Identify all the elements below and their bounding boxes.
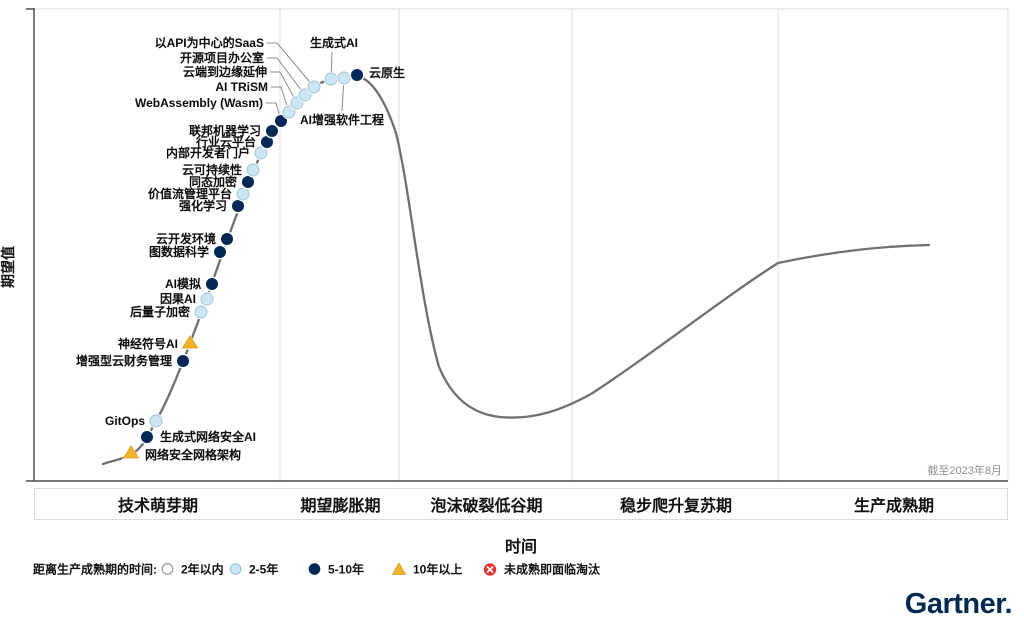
legend-circle-light-icon <box>229 563 242 576</box>
tech-label: 后量子加密 <box>129 305 190 319</box>
legend-item-label: 2-5年 <box>249 562 279 577</box>
legend-title: 距离生产成熟期的时间: <box>33 562 157 577</box>
gartner-logo: Gartner. <box>904 588 1013 620</box>
dot-light-marker <box>246 163 260 177</box>
legend-item: 2年以内 <box>161 561 224 578</box>
leader-line <box>267 57 306 96</box>
x-axis-title: 时间 <box>504 539 537 556</box>
tech-label: 同态加密 <box>188 175 237 189</box>
tech-label: 云端到边缘延伸 <box>182 65 267 79</box>
tech-label: AI TRiSM <box>215 80 268 94</box>
legend-triangle-icon <box>392 562 406 576</box>
dot-light-marker <box>149 414 163 428</box>
y-axis-title: 期望值 <box>0 246 16 288</box>
tech-label: 网络安全网格架构 <box>145 448 242 462</box>
tech-label: 云原生 <box>369 66 406 80</box>
dot-light-marker <box>236 187 250 201</box>
dot-light-marker <box>324 72 338 86</box>
dot-dark-marker <box>214 246 226 258</box>
phase-label: 泡沫破裂低谷期 <box>430 498 543 515</box>
tech-label: 云可持续性 <box>181 163 242 177</box>
legend-item: 未成熟即面临淘汰 <box>483 561 600 578</box>
tech-label: 价值流管理平台 <box>147 187 232 201</box>
dot-light-marker <box>254 146 268 160</box>
hype-curve <box>101 74 931 466</box>
tech-label: AI模拟 <box>164 277 201 291</box>
tech-label: 以API为中心的SaaS <box>154 36 264 50</box>
legend-item-label: 未成熟即面临淘汰 <box>504 562 601 577</box>
phase-label: 期望膨胀期 <box>300 498 381 515</box>
dot-dark-marker <box>242 176 254 188</box>
legend-circle-white-icon <box>161 563 174 576</box>
triangle-marker <box>181 335 199 349</box>
tech-label: 因果AI <box>159 292 196 306</box>
tech-label: 神经符号AI <box>117 337 178 351</box>
dot-light-marker <box>200 292 214 306</box>
dot-dark-marker <box>141 431 153 443</box>
dot-dark-marker <box>206 278 218 290</box>
tech-label: 行业云平台 <box>195 135 256 149</box>
leader-lines <box>266 42 345 122</box>
dot-dark-marker <box>275 115 287 127</box>
tech-label: GitOps <box>104 414 145 428</box>
tech-label: 云开发环境 <box>155 232 216 246</box>
phase-label: 稳步爬升复苏期 <box>619 498 733 515</box>
legend-item: 5-10年 <box>308 561 364 578</box>
phase-label: 生产成熟期 <box>853 498 935 515</box>
legend-item-label: 10年以上 <box>413 562 463 577</box>
legend-obsolete-icon <box>483 562 497 576</box>
legend-item: 2-5年 <box>229 561 278 578</box>
leader-line <box>267 42 315 88</box>
tech-label: WebAssembly (Wasm) <box>134 96 263 110</box>
tech-label: 联邦机器学习 <box>188 124 261 138</box>
dot-dark-marker <box>351 69 363 81</box>
tech-label: 内部开发者门户 <box>165 146 250 160</box>
dot-light-marker <box>194 305 208 319</box>
tech-label: 图数据科学 <box>148 245 209 259</box>
dot-dark-marker <box>221 233 233 245</box>
tech-label: AI增强软件工程 <box>299 113 385 127</box>
as-of-date: 截至2023年8月 <box>927 465 1002 477</box>
tech-label: 开源项目办公室 <box>179 51 264 65</box>
hype-curve-path <box>101 74 931 466</box>
dot-light-marker <box>282 105 296 119</box>
legend-item-label: 5-10年 <box>328 562 365 577</box>
triangle-marker <box>122 445 140 459</box>
tech-label: 增强型云财务管理 <box>75 354 172 368</box>
dot-dark-marker <box>261 136 273 148</box>
tech-label: 生成式AI <box>309 36 359 50</box>
chart-frame <box>26 8 1009 482</box>
tech-label: 生成式网络安全AI <box>160 430 257 444</box>
legend-circle-dark-icon <box>308 563 321 576</box>
phase-label: 技术萌芽期 <box>117 498 199 515</box>
dot-dark-marker <box>266 125 278 137</box>
dot-light-marker <box>337 71 351 85</box>
dot-dark-marker <box>232 200 244 212</box>
phase-band: 技术萌芽期 期望膨胀期 泡沫破裂低谷期 稳步爬升复苏期 生产成熟期 <box>34 488 1008 520</box>
legend-item-label: 2年以内 <box>181 562 224 577</box>
tech-label: 强化学习 <box>178 199 227 213</box>
legend-item: 10年以上 <box>392 561 462 578</box>
legend: 距离生产成熟期的时间: 2年以内 2-5年 5-10年 10年以上 未成熟即面临淘汰 <box>0 558 1024 580</box>
dot-light-marker <box>298 88 312 102</box>
leader-line <box>270 71 298 104</box>
dot-light-marker <box>307 80 321 94</box>
dot-dark-marker <box>177 355 189 367</box>
tech-markers <box>122 67 365 460</box>
leader-line <box>271 86 290 113</box>
